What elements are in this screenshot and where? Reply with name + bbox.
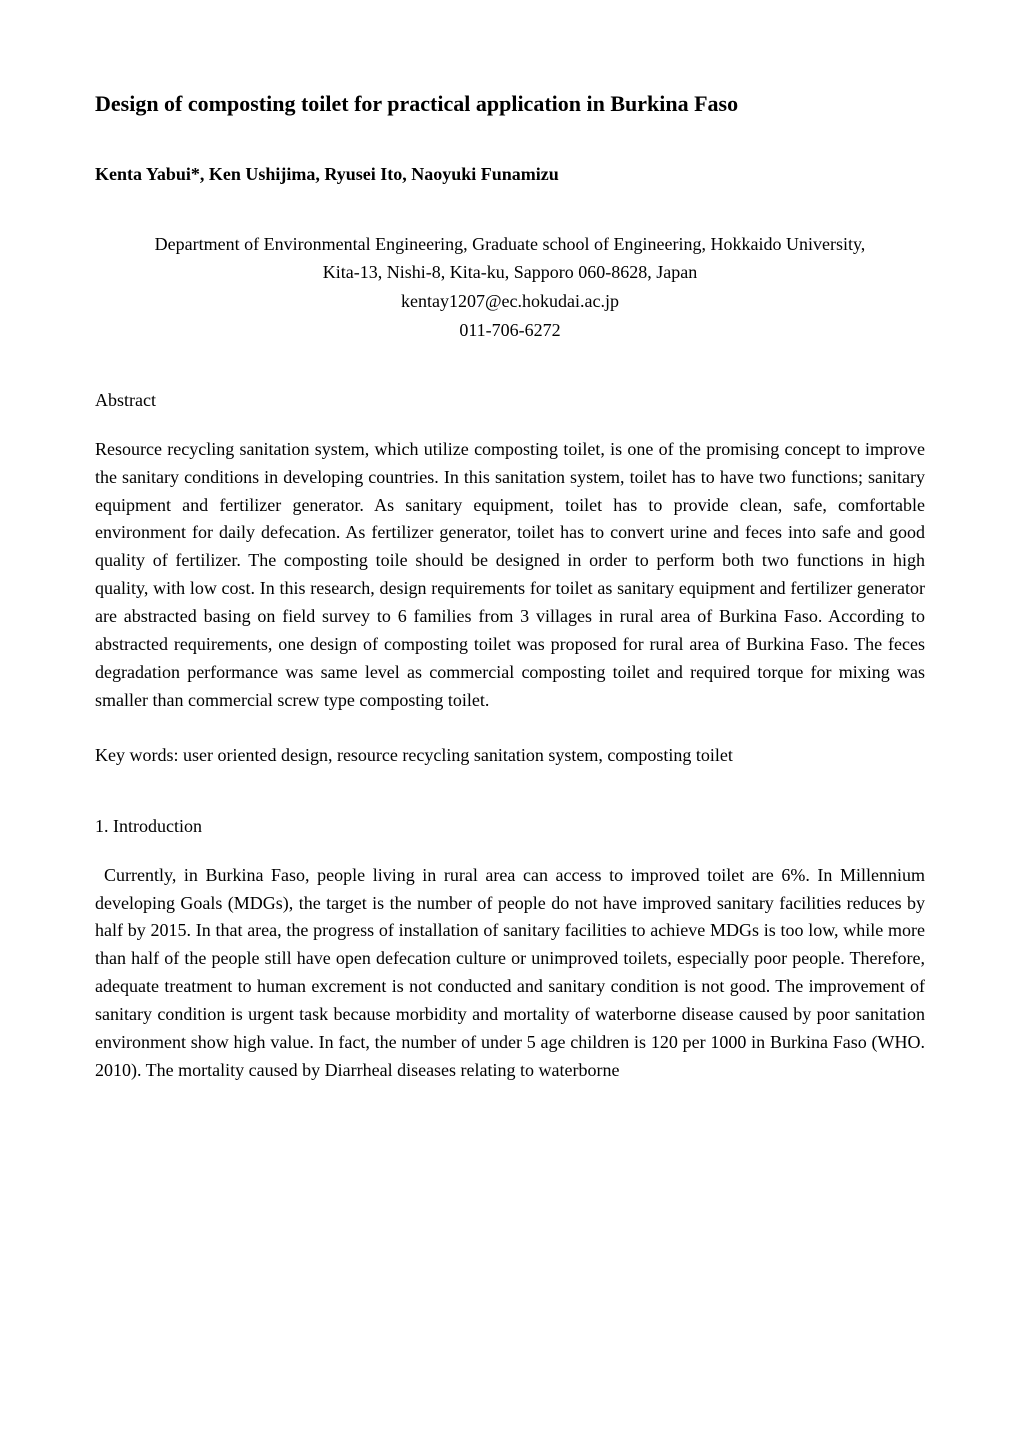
affiliation-email: kentay1207@ec.hokudai.ac.jp xyxy=(95,287,925,316)
affiliation-phone: 011-706-6272 xyxy=(95,316,925,345)
authors-line: Kenta Yabui*, Ken Ushijima, Ryusei Ito, … xyxy=(95,164,925,185)
affiliation-dept: Department of Environmental Engineering,… xyxy=(95,230,925,259)
paper-title: Design of composting toilet for practica… xyxy=(95,90,925,119)
affiliation-block: Department of Environmental Engineering,… xyxy=(95,230,925,345)
abstract-heading: Abstract xyxy=(95,390,925,411)
introduction-body: Currently, in Burkina Faso, people livin… xyxy=(95,862,925,1085)
abstract-body: Resource recycling sanitation system, wh… xyxy=(95,436,925,715)
keywords-line: Key words: user oriented design, resourc… xyxy=(95,745,925,766)
introduction-heading: 1. Introduction xyxy=(95,816,925,837)
affiliation-address: Kita-13, Nishi-8, Kita-ku, Sapporo 060-8… xyxy=(95,258,925,287)
